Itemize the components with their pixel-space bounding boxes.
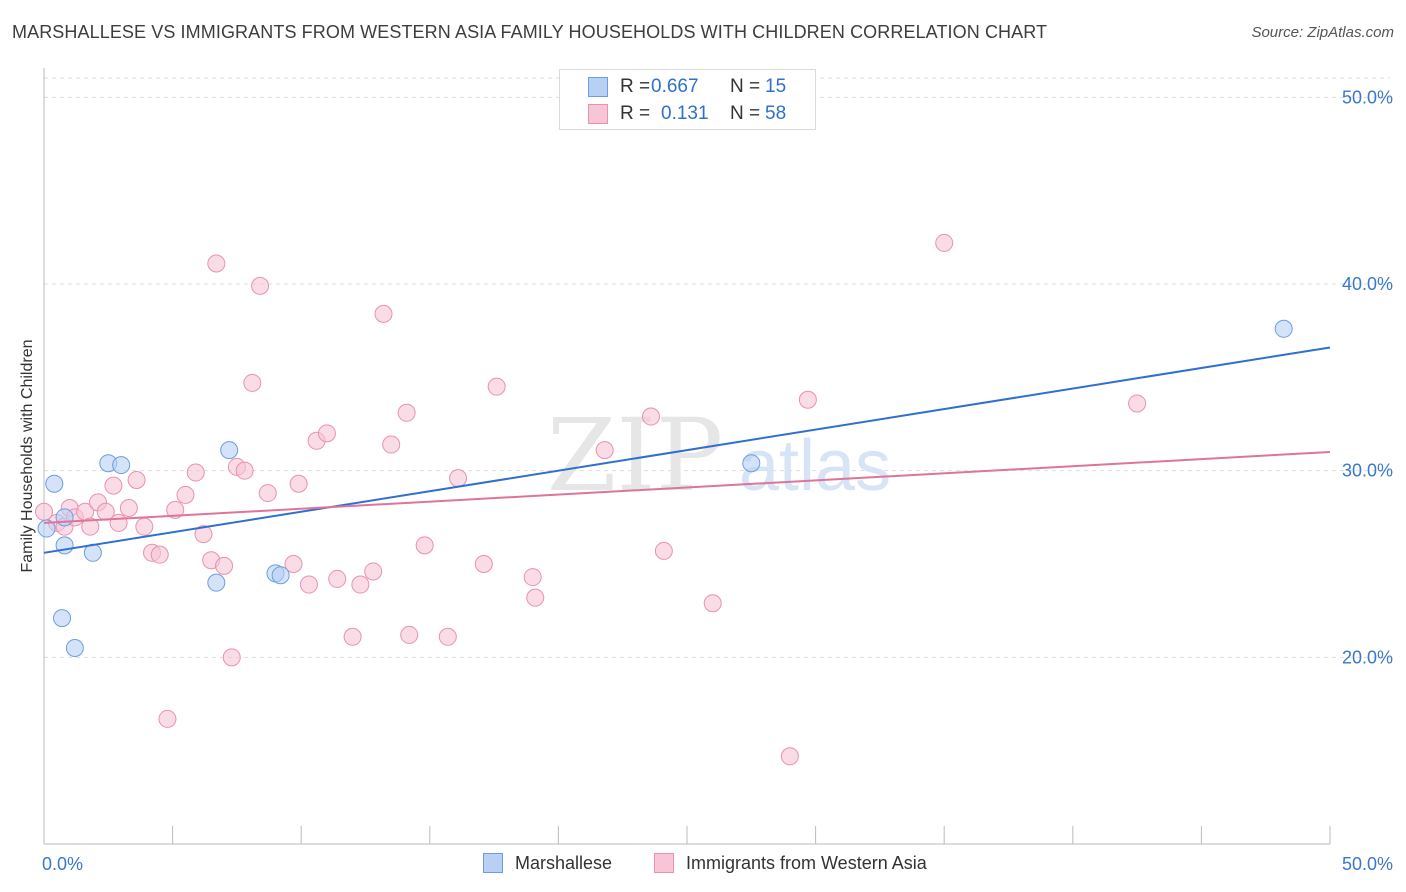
western-asia-point-39: [374, 304, 393, 323]
marshallese-point-14: [1274, 319, 1293, 338]
western-asia-point-55: [798, 390, 817, 409]
n-label: N =: [730, 76, 761, 97]
marshallese-point-13: [742, 454, 761, 473]
western-asia-trend-line: [43, 451, 1331, 524]
western-asia-point-23: [215, 556, 234, 575]
r-label: R =: [620, 103, 651, 124]
western-asia-point-36: [343, 627, 362, 646]
western-asia-point-51: [641, 407, 660, 426]
correlation-legend: R = 0.667 N = 15 R = 0.131 N = 58: [559, 69, 816, 130]
marshallese-trend-line: [43, 346, 1331, 554]
western-asia-point-29: [258, 484, 277, 503]
watermark-atlas: atlas: [739, 426, 891, 506]
western-asia-point-52: [654, 541, 673, 560]
n-value: 58: [765, 103, 787, 124]
y-tick-label-2: 40.0%: [1342, 274, 1393, 294]
r-value: 0.131: [661, 103, 709, 124]
western-asia-point-22: [207, 254, 226, 273]
trend-layer: [43, 346, 1331, 554]
watermark-zip: ZIP: [547, 397, 723, 514]
western-asia-point-47: [487, 377, 506, 396]
n-value: 15: [765, 76, 787, 97]
source-credit: Source: ZipAtlas.com: [1251, 24, 1394, 41]
y-tick-label-0: 20.0%: [1342, 647, 1393, 667]
western-asia-point-20: [194, 525, 213, 544]
marshallese-point-12: [271, 566, 290, 585]
western-asia-point-10: [109, 513, 128, 532]
western-asia-point-32: [299, 575, 318, 594]
x-tick-label-1: 50.0%: [1342, 854, 1393, 874]
western-asia-point-40: [382, 435, 401, 454]
marshallese-point-9: [207, 573, 226, 592]
marshallese-point-0: [37, 519, 56, 538]
western-asia-point-41: [397, 403, 416, 422]
western-asia-point-15: [150, 545, 169, 564]
marshallese-point-8: [112, 456, 131, 475]
western-asia-point-50: [595, 441, 614, 460]
western-asia-point-37: [351, 575, 370, 594]
y-tick-label-1: 30.0%: [1342, 461, 1393, 481]
western-asia-point-44: [438, 627, 457, 646]
r-value: 0.667: [651, 76, 699, 97]
western-asia-point-17: [166, 500, 185, 519]
western-asia-point-11: [119, 499, 138, 517]
marshallese-point-5: [65, 639, 84, 657]
western-asia-point-24: [222, 648, 241, 667]
western-asia-point-57: [1128, 394, 1147, 413]
western-asia-point-35: [328, 569, 347, 588]
marshallese-point-4: [53, 609, 72, 628]
western-asia-point-45: [449, 469, 468, 488]
western-asia-point-38: [364, 562, 383, 581]
western-asia-point-53: [703, 594, 722, 613]
western-asia-point-16: [158, 709, 177, 728]
western-asia-point-27: [243, 373, 262, 392]
legend-swatch-blue: [588, 77, 608, 97]
western-asia-point-18: [176, 485, 195, 504]
western-asia-point-46: [474, 555, 493, 573]
western-asia-point-6: [81, 517, 100, 536]
western-asia-point-43: [415, 536, 434, 555]
western-asia-point-34: [317, 424, 336, 443]
western-asia-point-26: [235, 461, 254, 480]
western-asia-point-42: [400, 625, 419, 644]
watermark-layer: ZIP atlas: [547, 397, 891, 514]
western-asia-point-54: [780, 747, 799, 766]
marshallese-point-10: [220, 441, 239, 460]
legend-label: Immigrants from Western Asia: [686, 853, 927, 873]
axis-layer: [43, 68, 1331, 845]
western-asia-point-31: [289, 474, 308, 493]
western-asia-point-13: [135, 517, 154, 536]
western-asia-point-19: [186, 463, 205, 482]
legend-swatch-pink: [588, 104, 608, 124]
marshallese-point-1: [45, 474, 64, 493]
x-tick-label-0: 0.0%: [42, 854, 83, 874]
western-asia-point-56: [935, 233, 954, 252]
marshallese-point-2: [55, 508, 74, 527]
western-asia-point-9: [104, 476, 123, 495]
western-asia-point-28: [251, 276, 270, 295]
legend-swatch-blue: [483, 853, 503, 873]
chart-title: MARSHALLESE VS IMMIGRANTS FROM WESTERN A…: [12, 22, 1048, 42]
western-asia-point-49: [526, 588, 545, 607]
tick-label-layer: 20.0% 30.0% 40.0% 50.0% 0.0% 50.0%: [42, 87, 1393, 874]
grid-layer: [44, 77, 1390, 658]
y-tick-label-3: 50.0%: [1342, 87, 1393, 107]
legend-label: Marshallese: [515, 853, 613, 873]
n-label: N =: [730, 103, 761, 124]
western-asia-point-48: [523, 568, 542, 587]
western-asia-point-12: [127, 471, 146, 489]
points-layer: [35, 233, 1293, 766]
r-label: R =: [620, 76, 651, 97]
legend-swatch-pink: [654, 853, 674, 873]
western-asia-point-30: [284, 555, 303, 573]
